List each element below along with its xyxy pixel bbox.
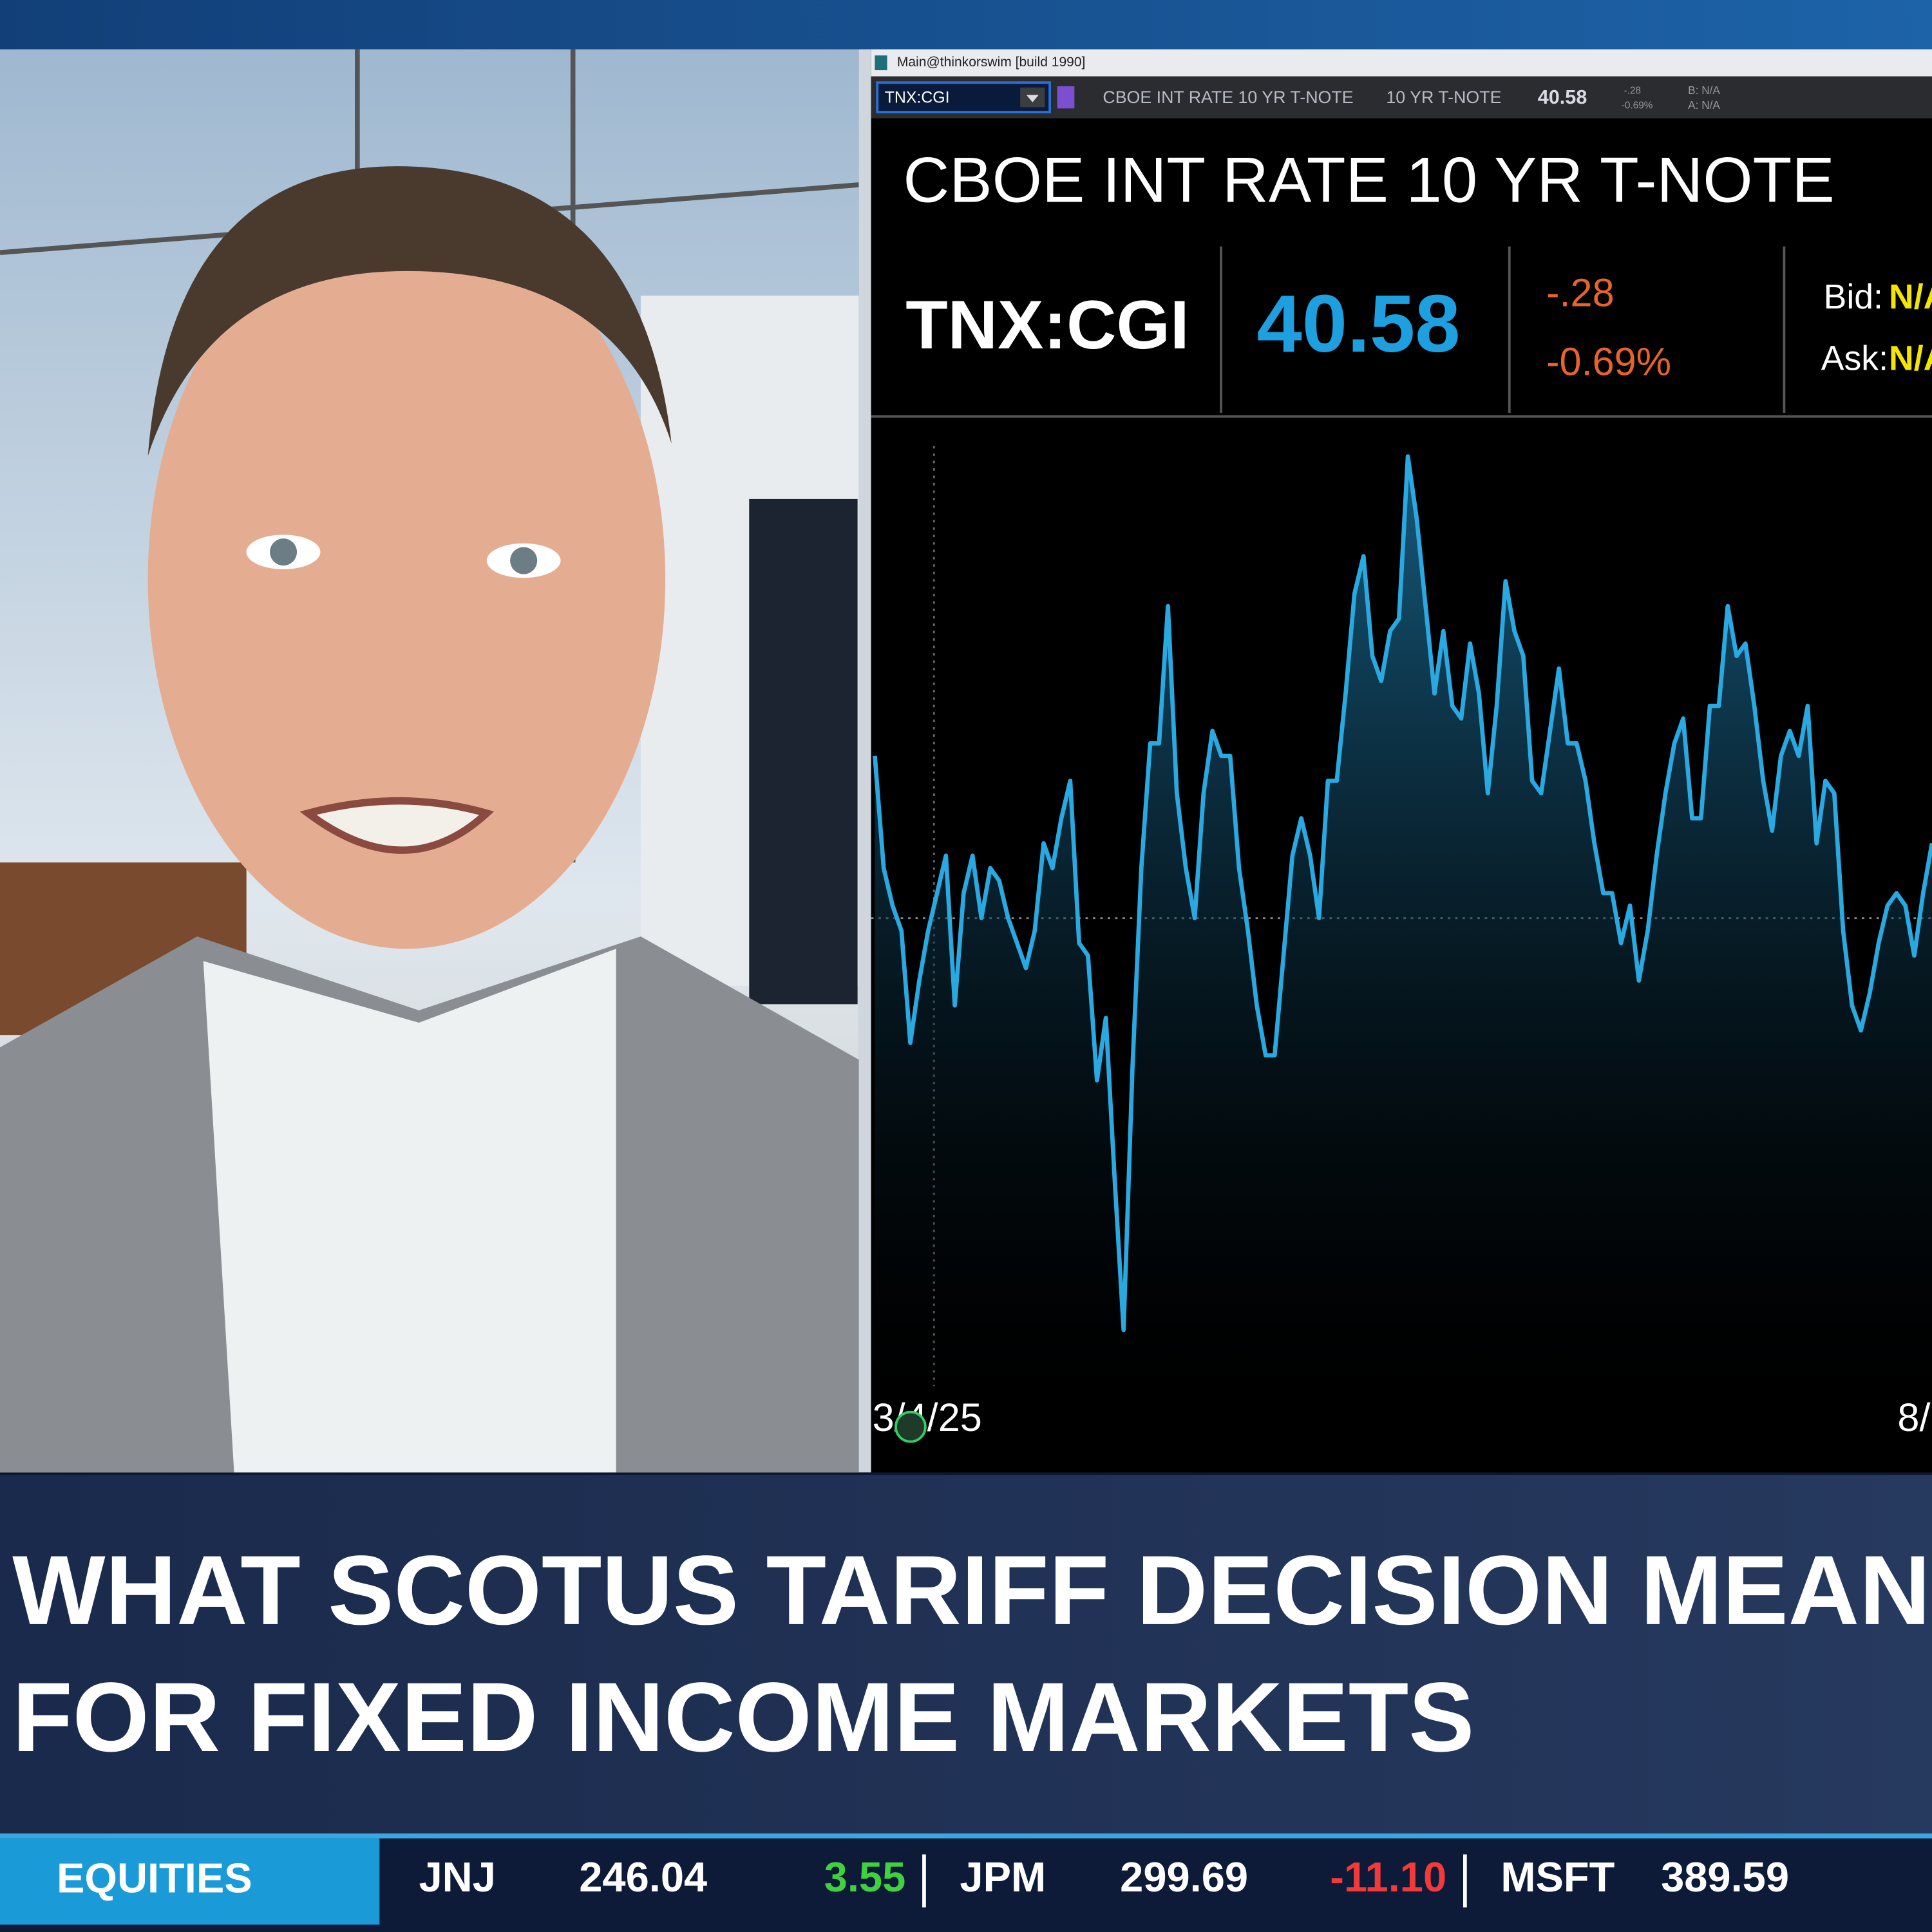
price-line (873, 454, 1932, 1332)
ticker-symbol: JPM (960, 1853, 1046, 1900)
x-tick-label: 3/4/25 (873, 1396, 982, 1439)
bid-value: N/A (1889, 278, 1932, 316)
quote-last: 40.58 (1257, 278, 1461, 369)
ask-label: Ask: (1821, 340, 1888, 378)
quote-change: -.28 (1546, 270, 1615, 314)
ticker-price: 389.59 (1661, 1853, 1789, 1900)
tos-window: Main@thinkorswim [build 1990] TNX:CGI CB… (871, 49, 1932, 1473)
ticker-price: 299.69 (1120, 1853, 1248, 1900)
s-button[interactable] (1057, 86, 1075, 109)
area-fill (875, 456, 1932, 1392)
toolbar-bid: B: N/A (1688, 84, 1720, 97)
quote-name: CBOE INT RATE 10 YR T-NOTE (903, 144, 1834, 216)
drawing-icon[interactable] (895, 1410, 927, 1443)
chart: 3/4/25 8/ (871, 454, 1932, 1439)
toolbar-last: 40.58 (1538, 86, 1587, 108)
lower-third (0, 1475, 1932, 1836)
ask-value: N/A (1889, 340, 1932, 378)
divider (858, 49, 871, 1473)
video-panel (0, 49, 859, 1473)
ticker-change: 3.55 (824, 1853, 906, 1900)
top-band (0, 0, 1932, 50)
toolbar-change-percent: -0.69% (1622, 100, 1653, 111)
ticker-price: 246.04 (579, 1853, 707, 1900)
ticker-change: -11.10 (1330, 1853, 1446, 1900)
headline-line: FOR FIXED INCOME MARKETS (12, 1662, 1474, 1772)
x-tick-label: 8/ (1897, 1396, 1931, 1439)
quote-change-percent: -0.69% (1546, 339, 1671, 383)
toolbar-short-name: 10 YR T-NOTE (1386, 88, 1501, 107)
toolbar-ask: A: N/A (1688, 99, 1720, 111)
bid-label: Bid: (1824, 278, 1883, 316)
ticker-section (0, 1838, 380, 1925)
ticker-section-label: EQUITIES (57, 1855, 252, 1902)
toolbar-change: -.28 (1624, 86, 1641, 97)
ticker-symbol: JNJ (419, 1853, 496, 1900)
toolbar-description: CBOE INT RATE 10 YR T-NOTE (1103, 88, 1353, 107)
window-title: Main@thinkorswim [build 1990] (897, 55, 1086, 70)
symbol-input-text: TNX:CGI (885, 89, 950, 107)
headline-line: WHAT SCOTUS TARIFF DECISION MEANS (12, 1535, 1932, 1645)
ticker-symbol: MSFT (1501, 1853, 1615, 1900)
ticker-items: JNJ246.043.55JPM299.69-11.10MSFT389.59-7… (419, 1853, 1789, 1908)
quote-symbol: TNX:CGI (905, 286, 1189, 363)
